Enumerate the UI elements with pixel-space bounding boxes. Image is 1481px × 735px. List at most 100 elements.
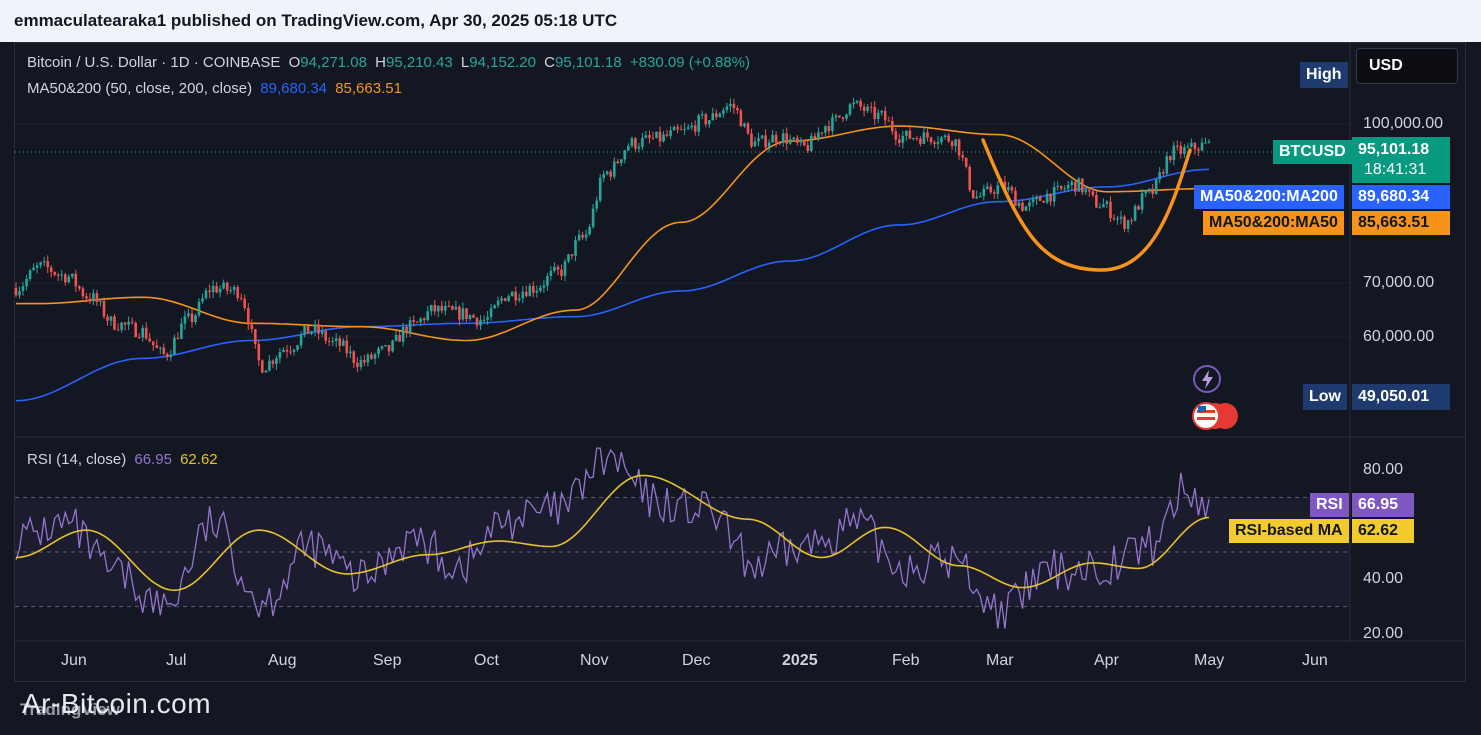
symbol-name: Bitcoin / U.S. Dollar · 1D · COINBASE	[27, 54, 281, 71]
candle-body	[539, 287, 542, 291]
time-tick-feb: Feb	[892, 652, 920, 669]
candle-body	[964, 157, 968, 167]
candle-body	[345, 340, 349, 354]
candle-body	[169, 354, 173, 358]
candle-body	[630, 138, 634, 147]
candle-body	[1024, 206, 1028, 211]
candle-body	[299, 334, 303, 346]
candle-body	[1151, 188, 1154, 194]
us-flag-stripe	[1197, 417, 1215, 420]
candle-body	[176, 337, 180, 339]
candle-body	[1183, 147, 1186, 154]
candle-body	[820, 132, 824, 134]
candle-body	[1144, 190, 1147, 194]
candle-body	[1109, 201, 1112, 218]
candle-body	[1116, 218, 1119, 220]
candle-body	[553, 266, 556, 271]
tradingview-logo: TradingView	[20, 700, 120, 719]
low-tag: Low	[1303, 384, 1347, 410]
candle-body	[211, 286, 215, 293]
rsi-tick-80: 80.00	[1363, 461, 1404, 478]
candle-body	[187, 313, 190, 317]
candle-body	[1056, 185, 1059, 187]
candle-body	[1007, 187, 1010, 191]
candle-body	[81, 288, 85, 297]
candle-body	[954, 139, 957, 147]
candle-body	[285, 349, 289, 352]
candle-body	[901, 136, 905, 143]
candle-body	[380, 346, 384, 349]
candle-body	[753, 141, 757, 147]
candle-body	[18, 291, 21, 296]
candle-body	[218, 288, 222, 293]
candle-body	[662, 134, 665, 142]
candle-body	[595, 200, 598, 209]
rsi-legend[interactable]: RSI (14, close) 66.95 62.62	[27, 451, 222, 468]
candle-body	[1204, 142, 1207, 144]
candle-body	[570, 254, 574, 256]
ma-legend[interactable]: MA50&200 (50, close, 200, close) 89,680.…	[27, 80, 406, 97]
ohlc-low-label: L	[460, 54, 470, 71]
btcusd-price-tag: 95,101.18 18:41:31	[1352, 137, 1450, 183]
candle-body	[468, 315, 472, 320]
candle-body	[422, 318, 426, 321]
candle-body	[771, 134, 774, 143]
candle-body	[848, 104, 852, 115]
candle-body	[148, 338, 151, 342]
time-tick-mar: Mar	[986, 652, 1014, 669]
candle-body	[264, 370, 268, 373]
candle-body	[144, 327, 148, 339]
candle-body	[1095, 195, 1098, 208]
candle-body	[912, 138, 915, 139]
candle-body	[324, 331, 327, 341]
candle-body	[1193, 142, 1197, 150]
candle-body	[1077, 178, 1081, 192]
candle-body	[750, 133, 753, 147]
candle-body	[56, 274, 60, 276]
candle-body	[64, 274, 67, 283]
candle-body	[391, 340, 394, 352]
candle-body	[1010, 187, 1014, 191]
candle-body	[419, 318, 422, 323]
price-tick-100000: 100,000.00	[1363, 115, 1444, 132]
candle-body	[817, 132, 820, 139]
lightning-icon	[1193, 365, 1221, 393]
candle-body	[922, 132, 926, 144]
candle-body	[1074, 181, 1077, 192]
ohlc-open-label: O	[288, 54, 301, 71]
candle-body	[377, 348, 380, 355]
candle-body	[282, 349, 285, 352]
candle-body	[215, 286, 218, 293]
candle-body	[971, 190, 975, 198]
candle-body	[704, 114, 708, 125]
candle-body	[21, 286, 25, 291]
candle-body	[303, 326, 306, 335]
candle-body	[803, 140, 806, 146]
candle-body	[686, 127, 690, 129]
candle-body	[25, 278, 28, 287]
candle-body	[1126, 220, 1130, 229]
currency-button[interactable]: USD	[1356, 48, 1458, 84]
candle-body	[236, 287, 239, 298]
candle-body	[700, 114, 704, 116]
price-tick-60000: 60,000.00	[1363, 328, 1435, 345]
candle-body	[42, 261, 46, 263]
candle-body	[1091, 191, 1095, 196]
candle-body	[447, 306, 451, 307]
candle-body	[412, 320, 415, 322]
candle-body	[560, 269, 563, 276]
candle-body	[1176, 145, 1179, 147]
candle-body	[563, 261, 567, 276]
candle-body	[225, 282, 229, 291]
candle-body	[609, 171, 612, 177]
time-tick-nov: Nov	[580, 652, 609, 669]
candle-body	[60, 274, 63, 276]
btcusd-symbol-tag: BTCUSD	[1273, 140, 1352, 164]
candle-body	[430, 305, 433, 312]
candle-body	[957, 139, 961, 156]
candle-body	[915, 138, 919, 139]
candle-body	[683, 128, 686, 130]
candle-body	[1190, 142, 1193, 147]
watermark: Ar-Bitcoin.com	[22, 688, 212, 719]
